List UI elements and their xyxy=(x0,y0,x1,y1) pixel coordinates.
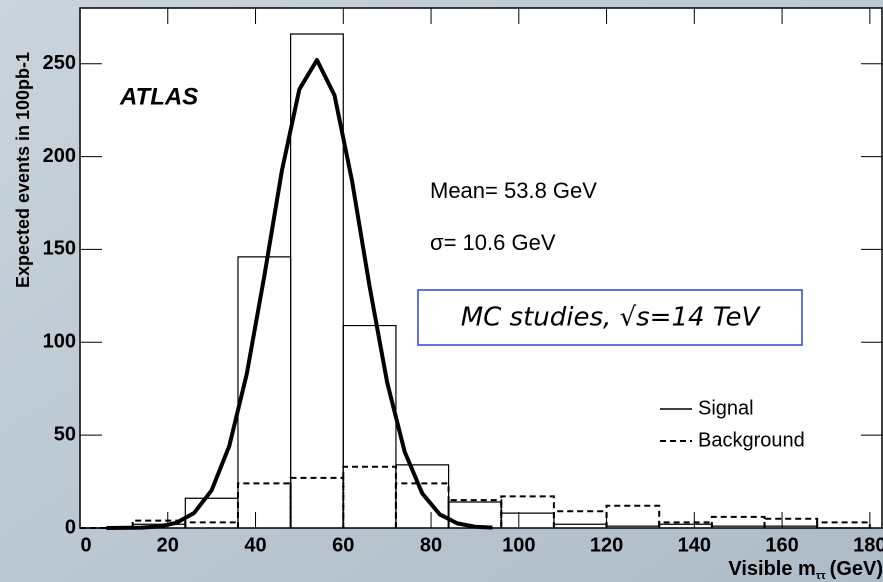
plot-area xyxy=(80,8,883,528)
x-tick-label: 40 xyxy=(244,534,266,556)
y-tick-label: 50 xyxy=(54,423,76,445)
x-axis-label-sub: ττ xyxy=(816,570,826,582)
x-tick-label: 160 xyxy=(765,534,798,556)
x-tick-label: 120 xyxy=(590,534,623,556)
legend-label: Background xyxy=(698,429,805,451)
atlas-label: ATLAS xyxy=(119,83,198,110)
histogram-bin xyxy=(236,482,292,528)
sigma-label: σ= 10.6 GeV xyxy=(430,230,556,255)
x-axis-label: Visible mττ (GeV) xyxy=(728,558,883,582)
y-tick-label: 200 xyxy=(43,145,76,167)
plot-frame xyxy=(79,7,883,529)
histogram-bin xyxy=(394,482,450,528)
x-tick-label: 80 xyxy=(420,534,442,556)
histogram-bin xyxy=(290,33,344,528)
x-axis-label-unit: (GeV) xyxy=(830,558,883,580)
y-tick-label: 250 xyxy=(43,52,76,74)
histogram-bin xyxy=(605,504,661,528)
y-tick-label: 100 xyxy=(43,331,76,353)
x-tick-label: 140 xyxy=(678,534,711,556)
y-axis-label: Expected events in 100pb-1 xyxy=(13,52,33,288)
note-box xyxy=(417,289,803,346)
x-tick-label: 100 xyxy=(502,534,535,556)
note-text: MC studies, √s=14 TeV xyxy=(461,303,762,333)
legend-label: Signal xyxy=(698,397,754,419)
histogram-bin xyxy=(552,510,608,528)
x-tick-label: 180 xyxy=(853,534,883,556)
histogram-bin xyxy=(342,324,397,528)
histogram-bin xyxy=(710,515,766,528)
x-tick-label: 20 xyxy=(157,534,179,556)
histogram-bin xyxy=(289,476,345,528)
x-tick-label: 60 xyxy=(332,534,354,556)
histogram-bin xyxy=(816,521,871,528)
fit-curve xyxy=(106,58,493,530)
x-tick-label: 0 xyxy=(80,534,91,556)
mean-label: Mean= 53.8 GeV xyxy=(430,178,597,203)
y-tick-label: 150 xyxy=(43,238,76,260)
x-axis-label-main: Visible m xyxy=(728,558,815,580)
y-tick-label: 0 xyxy=(65,516,76,538)
histogram-bin xyxy=(763,517,819,528)
